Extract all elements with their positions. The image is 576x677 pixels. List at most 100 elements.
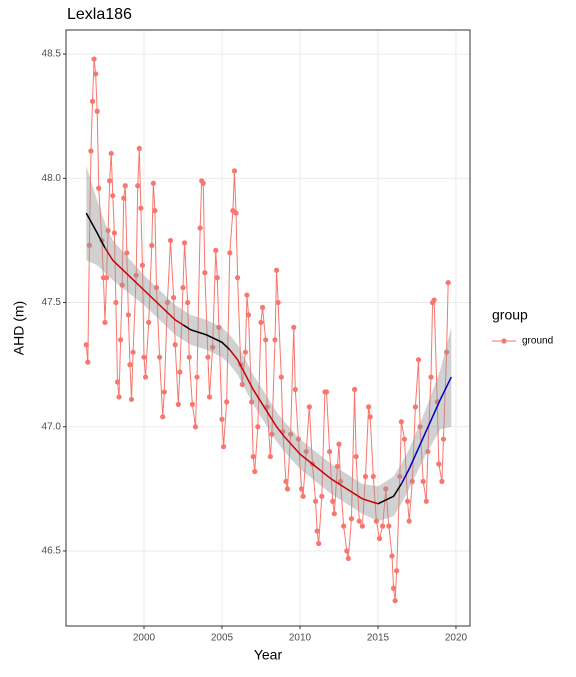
data-point [192, 424, 199, 430]
data-point [275, 299, 281, 306]
data-point [394, 568, 400, 574]
data-point [186, 354, 192, 360]
data-point [341, 523, 347, 529]
data-point [392, 598, 398, 604]
data-point [213, 247, 219, 253]
data-point [359, 523, 365, 529]
data-point [153, 285, 160, 291]
data-point [172, 342, 178, 348]
trend-line [104, 247, 184, 326]
data-point [283, 478, 289, 485]
marks [83, 56, 452, 604]
y-tick-label: 46.5 [42, 546, 62, 557]
data-point [93, 71, 99, 77]
data-point [181, 240, 188, 246]
data-point [431, 297, 437, 303]
data-point [245, 312, 252, 318]
data-point [94, 108, 100, 114]
data-point [167, 237, 174, 244]
data-point [149, 242, 155, 248]
data-point [150, 180, 156, 186]
data-point [412, 404, 419, 410]
data-point [444, 349, 450, 355]
data-point [428, 374, 434, 380]
x-tick-label: 2015 [367, 633, 390, 644]
y-tick-label: 48.5 [42, 49, 62, 60]
data-point [389, 553, 395, 559]
trend-line [377, 483, 403, 505]
data-point [417, 424, 423, 430]
data-point [231, 168, 238, 174]
data-point [327, 448, 333, 455]
data-point [194, 374, 200, 380]
x-tick-label: 2005 [211, 633, 234, 644]
data-point [319, 493, 325, 499]
data-point [227, 250, 233, 256]
confidence-band [377, 464, 402, 522]
data-point [406, 518, 412, 524]
data-point [202, 270, 208, 276]
data-point [295, 436, 302, 442]
data-point [205, 354, 211, 360]
data-point [278, 374, 284, 380]
data-point [130, 349, 136, 355]
data-point [366, 404, 372, 410]
data-point [219, 416, 225, 422]
data-point [284, 486, 291, 492]
data-point [244, 292, 250, 298]
data-point [316, 540, 322, 547]
data-point [220, 444, 227, 450]
data-point [292, 386, 298, 393]
panel [66, 30, 470, 626]
data-point [141, 354, 147, 360]
data-point [114, 379, 121, 385]
data-point [242, 349, 248, 355]
data-point [233, 210, 239, 216]
data-point [214, 275, 220, 281]
confidence-band [229, 334, 378, 522]
data-point [423, 498, 429, 504]
data-point [138, 205, 144, 211]
data-point [136, 145, 142, 152]
data-point [117, 337, 124, 343]
data-point [135, 183, 141, 189]
data-point [397, 473, 403, 480]
data-point [373, 518, 380, 524]
data-point [139, 262, 146, 268]
data-point [334, 463, 341, 470]
data-point [259, 304, 266, 311]
data-point [86, 242, 92, 248]
data-point [127, 362, 133, 368]
data-point [88, 148, 94, 154]
data-point [113, 299, 119, 306]
data-point [380, 523, 386, 529]
x-axis-label: Year [254, 647, 283, 663]
data-point [312, 498, 319, 504]
data-point [436, 461, 442, 467]
data-point [409, 478, 415, 485]
data-point [336, 441, 342, 447]
data-point [264, 404, 270, 410]
data-point [83, 342, 89, 348]
data-point [337, 478, 344, 485]
data-point [250, 453, 256, 460]
data-point [367, 414, 373, 420]
y-tick-label: 47.5 [42, 297, 62, 308]
confidence-band [86, 165, 105, 273]
data-point [267, 453, 273, 460]
data-point [197, 225, 203, 231]
data-point [255, 424, 261, 430]
data-point [133, 272, 139, 278]
data-point [440, 436, 447, 442]
data-point [89, 98, 96, 104]
data-point [122, 183, 128, 189]
data-point [124, 250, 130, 256]
confidence-band [182, 309, 230, 365]
data-point [108, 150, 114, 157]
data-point [353, 453, 359, 460]
data-point [390, 585, 397, 591]
data-point [445, 280, 451, 286]
data-point [300, 493, 306, 499]
data-point [405, 498, 411, 504]
data-point [415, 357, 422, 363]
